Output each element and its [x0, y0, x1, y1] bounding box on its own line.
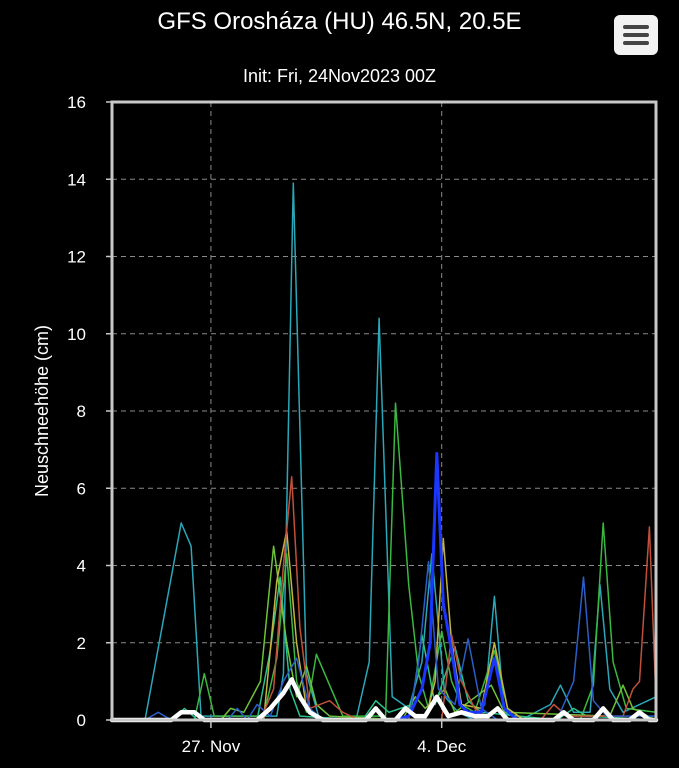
menu-line	[623, 41, 649, 45]
series-group	[109, 182, 659, 723]
series-line-1	[111, 182, 657, 721]
y-tick-label: 4	[77, 557, 86, 576]
grid-lines	[112, 102, 656, 720]
y-tick-label: 6	[77, 479, 86, 498]
x-tick-label: 4. Dec	[417, 737, 467, 756]
chart-title: GFS Orosháza (HU) 46.5N, 20.5E	[157, 8, 522, 35]
chart-subtitle: Init: Fri, 24Nov2023 00Z	[242, 66, 437, 86]
series-line-5	[111, 529, 657, 721]
y-tick-labels: 0 2 4 6 8 10 12 14 16	[67, 93, 112, 730]
hamburger-menu-icon[interactable]	[614, 15, 658, 55]
x-tick-labels: 27. Nov 4. Dec	[182, 720, 467, 756]
y-tick-label: 10	[67, 325, 86, 344]
y-axis-label: Neuschneehöhe (cm)	[32, 325, 52, 497]
y-tick-label: 14	[67, 170, 86, 189]
menu-line	[623, 33, 649, 37]
x-tick-label: 27. Nov	[182, 737, 241, 756]
menu-line	[623, 25, 649, 29]
y-tick-label: 8	[77, 402, 86, 421]
series-line-8	[110, 452, 658, 722]
y-tick-label: 2	[77, 634, 86, 653]
series-line-6	[111, 475, 657, 721]
y-tick-label: 0	[77, 711, 86, 730]
y-tick-label: 16	[67, 93, 86, 112]
series-line-9	[109, 677, 659, 723]
y-tick-label: 12	[67, 248, 86, 267]
series-line-4	[111, 545, 657, 721]
